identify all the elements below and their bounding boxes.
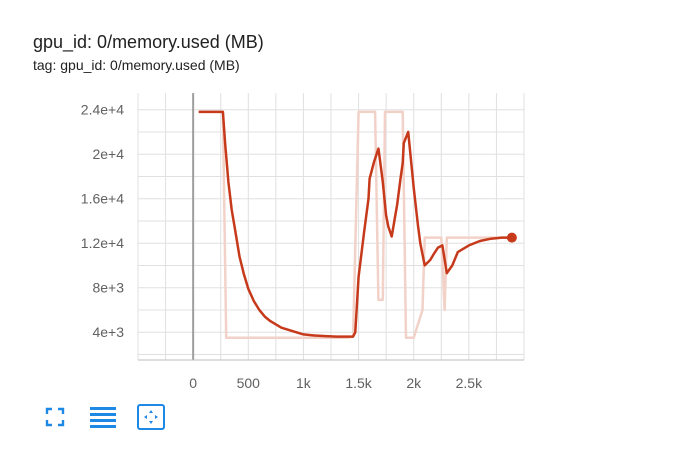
y-tick-label: 2.4e+4 [81, 102, 124, 118]
toggle-log-scale-button[interactable] [88, 402, 118, 432]
fit-domain-icon [137, 404, 165, 430]
chart-subtitle: tag: gpu_id: 0/memory.used (MB) [33, 57, 240, 73]
y-tick-label: 2e+4 [92, 146, 124, 162]
y-tick-label: 1.2e+4 [81, 235, 124, 251]
fullscreen-icon [45, 407, 65, 427]
fit-domain-button[interactable] [136, 402, 166, 432]
y-tick-label: 8e+3 [92, 280, 124, 296]
y-tick-label: 1.6e+4 [81, 191, 124, 207]
x-axis-ticks: 0 500 1k 1.5k 2k 2.5k [189, 375, 483, 391]
y-tick-label: 4e+3 [92, 324, 124, 340]
line-chart[interactable]: 4e+3 8e+3 1.2e+4 1.6e+4 2e+4 2.4e+4 0 500 1k 1.5… [0, 0, 682, 400]
x-tick-label: 500 [237, 375, 261, 391]
x-tick-label: 2k [406, 375, 422, 391]
x-tick-label: 2.5k [456, 375, 483, 391]
toggle-log-scale-icon [90, 407, 116, 428]
chart-grid [137, 93, 525, 361]
x-tick-label: 1.5k [345, 375, 372, 391]
fullscreen-button[interactable] [40, 402, 70, 432]
last-point-marker [506, 232, 517, 243]
x-tick-label: 1k [296, 375, 312, 391]
chart-title: gpu_id: 0/memory.used (MB) [33, 32, 264, 52]
series-smoothed-line [198, 110, 512, 338]
x-tick-label: 0 [189, 375, 197, 391]
y-axis-ticks: 4e+3 8e+3 1.2e+4 1.6e+4 2e+4 2.4e+4 [81, 102, 124, 341]
chart-series [198, 110, 517, 340]
